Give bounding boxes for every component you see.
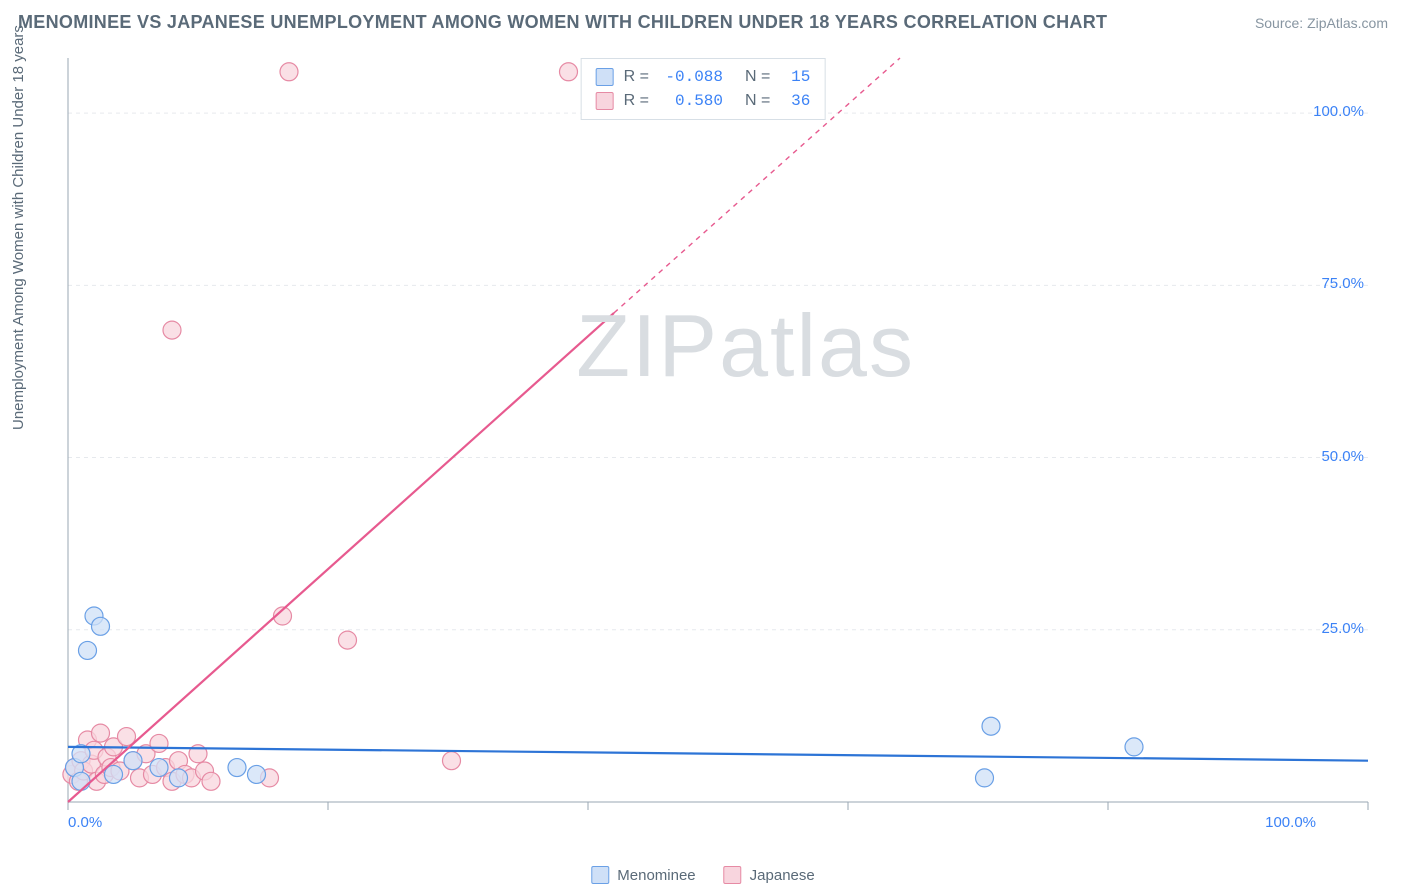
stats-label-n: N = [745, 65, 770, 89]
axis-tick-label: 50.0% [1321, 448, 1364, 465]
legend-swatch-icon [591, 866, 609, 884]
axis-tick-label: 0.0% [68, 814, 102, 831]
stats-swatch-icon [596, 68, 614, 86]
y-axis-label: Unemployment Among Women with Children U… [10, 25, 27, 430]
axis-tick-label: 100.0% [1313, 103, 1364, 120]
legend-item: Japanese [724, 866, 815, 884]
stats-label-r: R = [624, 65, 649, 89]
stats-value-n: 15 [780, 65, 810, 89]
bottom-legend: Menominee Japanese [591, 866, 814, 884]
legend-label: Japanese [750, 867, 815, 884]
stats-row: R = -0.088 N = 15 [596, 65, 811, 89]
source-attribution: Source: ZipAtlas.com [1255, 15, 1388, 31]
axis-tick-label: 100.0% [1265, 814, 1316, 831]
stats-value-n: 36 [780, 89, 810, 113]
legend-label: Menominee [617, 867, 695, 884]
chart-title: MENOMINEE VS JAPANESE UNEMPLOYMENT AMONG… [18, 12, 1107, 33]
stats-swatch-icon [596, 92, 614, 110]
chart-area: ZIPatlas 25.0%50.0%75.0%100.0%0.0%100.0% [54, 50, 1384, 830]
stats-row: R = 0.580 N = 36 [596, 89, 811, 113]
axis-tick-label: 25.0% [1321, 620, 1364, 637]
header-bar: MENOMINEE VS JAPANESE UNEMPLOYMENT AMONG… [18, 12, 1388, 33]
axis-tick-label: 75.0% [1321, 275, 1364, 292]
stats-value-r: 0.580 [659, 89, 723, 113]
stats-label-n: N = [745, 89, 770, 113]
stats-value-r: -0.088 [659, 65, 723, 89]
legend-swatch-icon [724, 866, 742, 884]
stats-label-r: R = [624, 89, 649, 113]
legend-item: Menominee [591, 866, 695, 884]
scatter-plot-svg [54, 50, 1384, 830]
correlation-stats-box: R = -0.088 N = 15 R = 0.580 N = 36 [581, 58, 826, 120]
